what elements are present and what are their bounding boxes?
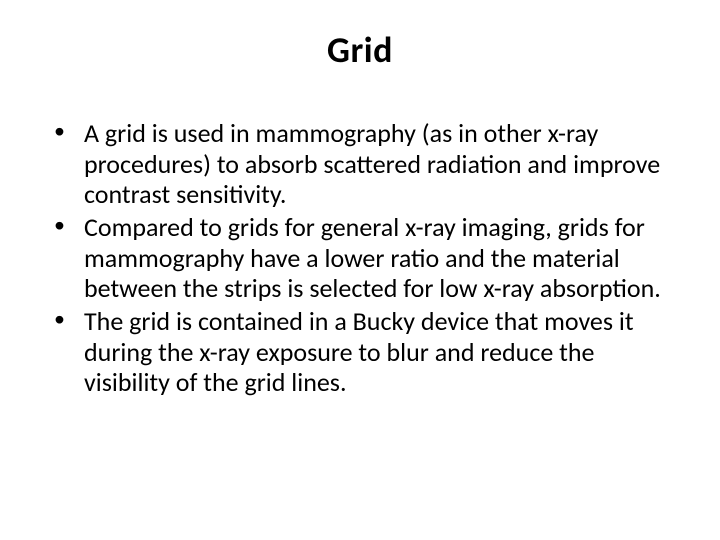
bullet-item: A grid is used in mammography (as in oth… <box>48 118 672 210</box>
bullet-item: Compared to grids for general x-ray imag… <box>48 212 672 304</box>
slide-title: Grid <box>48 28 672 72</box>
bullet-item: The grid is contained in a Bucky device … <box>48 306 672 398</box>
bullet-list: A grid is used in mammography (as in oth… <box>48 118 672 398</box>
